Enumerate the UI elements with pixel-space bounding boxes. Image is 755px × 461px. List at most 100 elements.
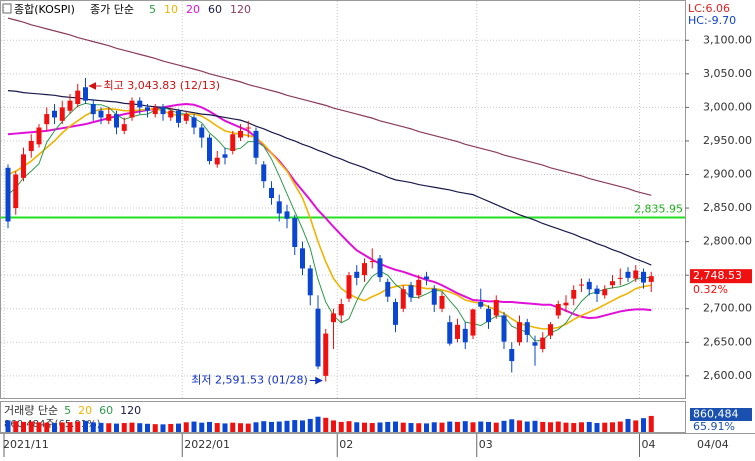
candle-body: [586, 281, 592, 290]
volume-bar: [331, 420, 336, 432]
volume-bar: [176, 423, 181, 432]
candle-body: [462, 328, 468, 343]
volume-bar: [641, 418, 646, 432]
menu-icon[interactable]: [2, 3, 12, 14]
candle-body: [548, 324, 553, 336]
candle-body: [114, 114, 119, 128]
legend-entry: 10: [164, 3, 178, 16]
volume-bar: [90, 422, 96, 432]
y-tick-label: 2,650.00: [703, 335, 752, 348]
chart-title: 종합(KOSPI): [14, 3, 75, 16]
candle-body: [75, 90, 81, 105]
candle-body: [5, 167, 11, 222]
volume-bar: [540, 421, 546, 432]
candle-body: [393, 302, 398, 325]
last-date: 04/04: [697, 438, 729, 451]
candle-body: [300, 248, 305, 269]
candle-body: [129, 100, 135, 118]
x-tick-label: 2022/01: [184, 438, 230, 451]
candle-body: [90, 104, 96, 115]
candle-body: [315, 308, 321, 367]
legend-entry: 60: [208, 3, 222, 16]
candle-body: [67, 100, 73, 111]
volume-bar: [315, 416, 321, 432]
candle-body: [400, 289, 406, 309]
candle-body: [532, 342, 538, 346]
y-tick-label: 2,950.00: [703, 134, 752, 147]
volume-bar: [28, 421, 34, 432]
volume-bar: [648, 415, 654, 432]
candle-body: [641, 271, 646, 283]
candle-body: [408, 285, 414, 298]
candle-body: [447, 322, 453, 344]
candle-body: [98, 110, 104, 118]
volume-bar: [214, 423, 220, 432]
volume-label: 거래량 단순: [4, 404, 58, 417]
volume-bar: [238, 423, 243, 432]
volume-bar: [323, 417, 329, 432]
candle-body: [563, 302, 569, 306]
y-tick-label: 2,600.00: [703, 369, 752, 382]
volume-bar: [439, 422, 445, 432]
volume-bar: [377, 422, 383, 432]
candle-body: [160, 107, 166, 115]
candle-body: [21, 154, 26, 178]
volume-bar: [129, 422, 135, 432]
candle-body: [555, 304, 561, 316]
volume-bar: [579, 422, 584, 432]
volume-bar: [245, 423, 251, 432]
candle-body: [625, 271, 631, 278]
candle-body: [121, 124, 127, 131]
candle-body: [617, 277, 623, 279]
y-tick-label: 2,700.00: [703, 302, 752, 315]
ma-line: [7, 90, 652, 266]
volume-bar: [393, 421, 398, 432]
candle-body: [478, 302, 484, 307]
volume-bar: [369, 423, 375, 432]
candle-body: [214, 157, 220, 165]
volume-bar: [400, 422, 406, 432]
volume-bar: [338, 421, 344, 432]
candle-body: [470, 309, 476, 336]
volume-bar: [75, 421, 81, 432]
volume-bar: [261, 421, 267, 432]
volume-bar: [13, 421, 19, 432]
volume-bar: [160, 424, 166, 432]
volume-bar: [501, 420, 507, 432]
volume-bar: [168, 423, 174, 432]
candle-body: [59, 107, 65, 121]
candle-body: [36, 127, 42, 145]
volume-bar: [222, 423, 228, 432]
legend-entry: 5: [149, 3, 156, 16]
volume-bar: [253, 422, 259, 432]
candle-body: [222, 154, 228, 158]
candle-body: [276, 201, 282, 214]
volume-bar: [555, 421, 561, 432]
volume-bar: [424, 423, 429, 432]
legend-entry: 120: [230, 3, 251, 16]
candle-body: [416, 279, 422, 296]
hc-label: HC:-9.70: [688, 14, 736, 27]
volume-bar: [269, 421, 274, 432]
candle-body: [245, 127, 251, 129]
candle-body: [571, 289, 577, 299]
volume-bar: [594, 423, 600, 432]
x-tick-label: 04: [642, 438, 656, 451]
volume-bar: [300, 420, 305, 432]
volume-bar: [284, 420, 290, 432]
candle-body: [338, 304, 344, 316]
candle-body: [424, 276, 429, 280]
candle-body: [261, 164, 267, 182]
candle-body: [369, 261, 375, 263]
x-tick-label: 2021/11: [3, 438, 49, 451]
volume-bar: [98, 422, 104, 432]
candle-body: [455, 324, 460, 339]
volume-bar: [59, 422, 65, 432]
volume-bar: [137, 423, 143, 432]
volume-bar: [571, 423, 577, 432]
ma-label: 종가 단순: [90, 3, 134, 16]
candle-body: [191, 117, 197, 128]
volume-bar: [354, 422, 360, 432]
volume-bar: [416, 423, 422, 432]
last-price: 2,748.53: [693, 269, 742, 282]
